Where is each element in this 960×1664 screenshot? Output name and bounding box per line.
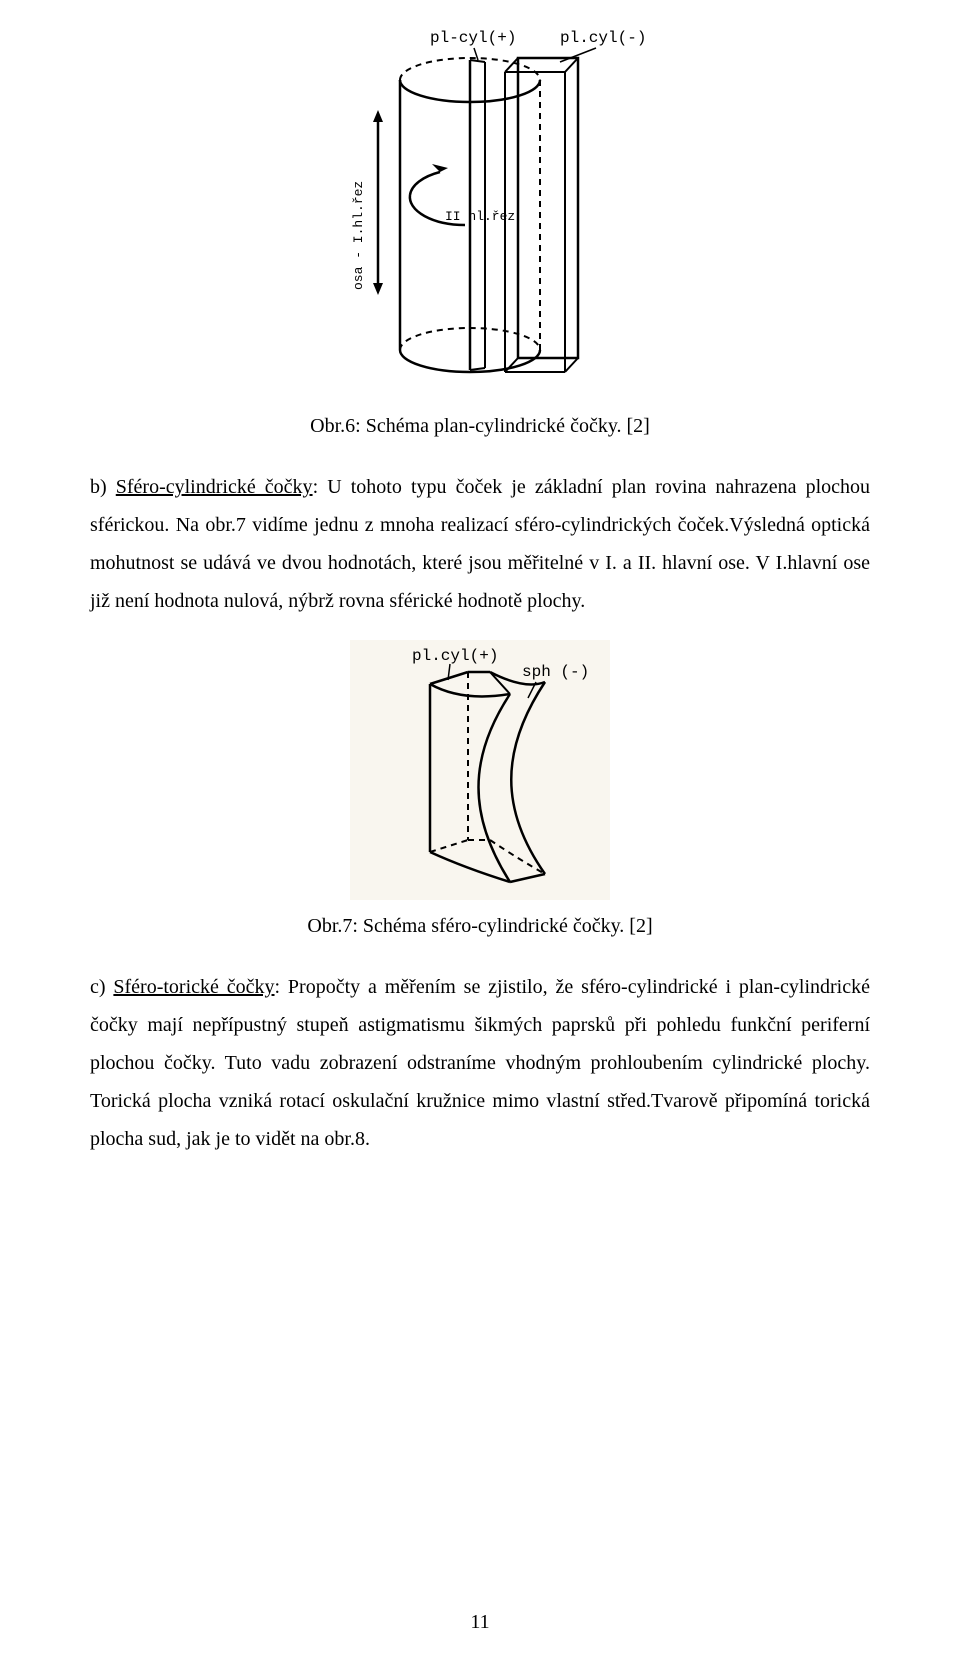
- label-pl-cyl-minus: pl.cyl(-): [560, 29, 646, 47]
- diagram-plan-cylindric: pl-cyl(+) pl.cyl(-) osa - I.hl.řez II hl…: [300, 20, 660, 400]
- label-pl-cyl: pl.cyl(+): [412, 647, 498, 665]
- diagram-sfero-cylindric: pl.cyl(+) sph (-): [350, 640, 610, 900]
- para-b-link: Sféro-cylindrické čočky: [116, 476, 313, 498]
- para-c-prefix: c): [90, 976, 113, 998]
- label-sph: sph (-): [522, 663, 589, 681]
- figure-1: pl-cyl(+) pl.cyl(-) osa - I.hl.řez II hl…: [90, 20, 870, 405]
- para-c-body: : Propočty a měřením se zjistilo, že sfé…: [90, 976, 870, 1150]
- para-c-link: Sféro-torické čočky: [113, 976, 274, 998]
- paragraph-b: b) Sféro-cylindrické čočky: U tohoto typ…: [90, 468, 870, 620]
- page-number: 11: [470, 1611, 489, 1634]
- label-pl-cyl-plus: pl-cyl(+): [430, 29, 516, 47]
- para-b-prefix: b): [90, 476, 116, 498]
- label-osa: osa - I.hl.řez: [351, 181, 366, 290]
- figure-2: pl.cyl(+) sph (-): [90, 640, 870, 905]
- label-ii-hl: II hl.řez: [445, 209, 515, 224]
- figure-2-caption: Obr.7: Schéma sféro-cylindrické čočky. […: [90, 915, 870, 938]
- paragraph-c: c) Sféro-torické čočky: Propočty a měřen…: [90, 968, 870, 1158]
- figure-1-caption: Obr.6: Schéma plan-cylindrické čočky. [2…: [90, 415, 870, 438]
